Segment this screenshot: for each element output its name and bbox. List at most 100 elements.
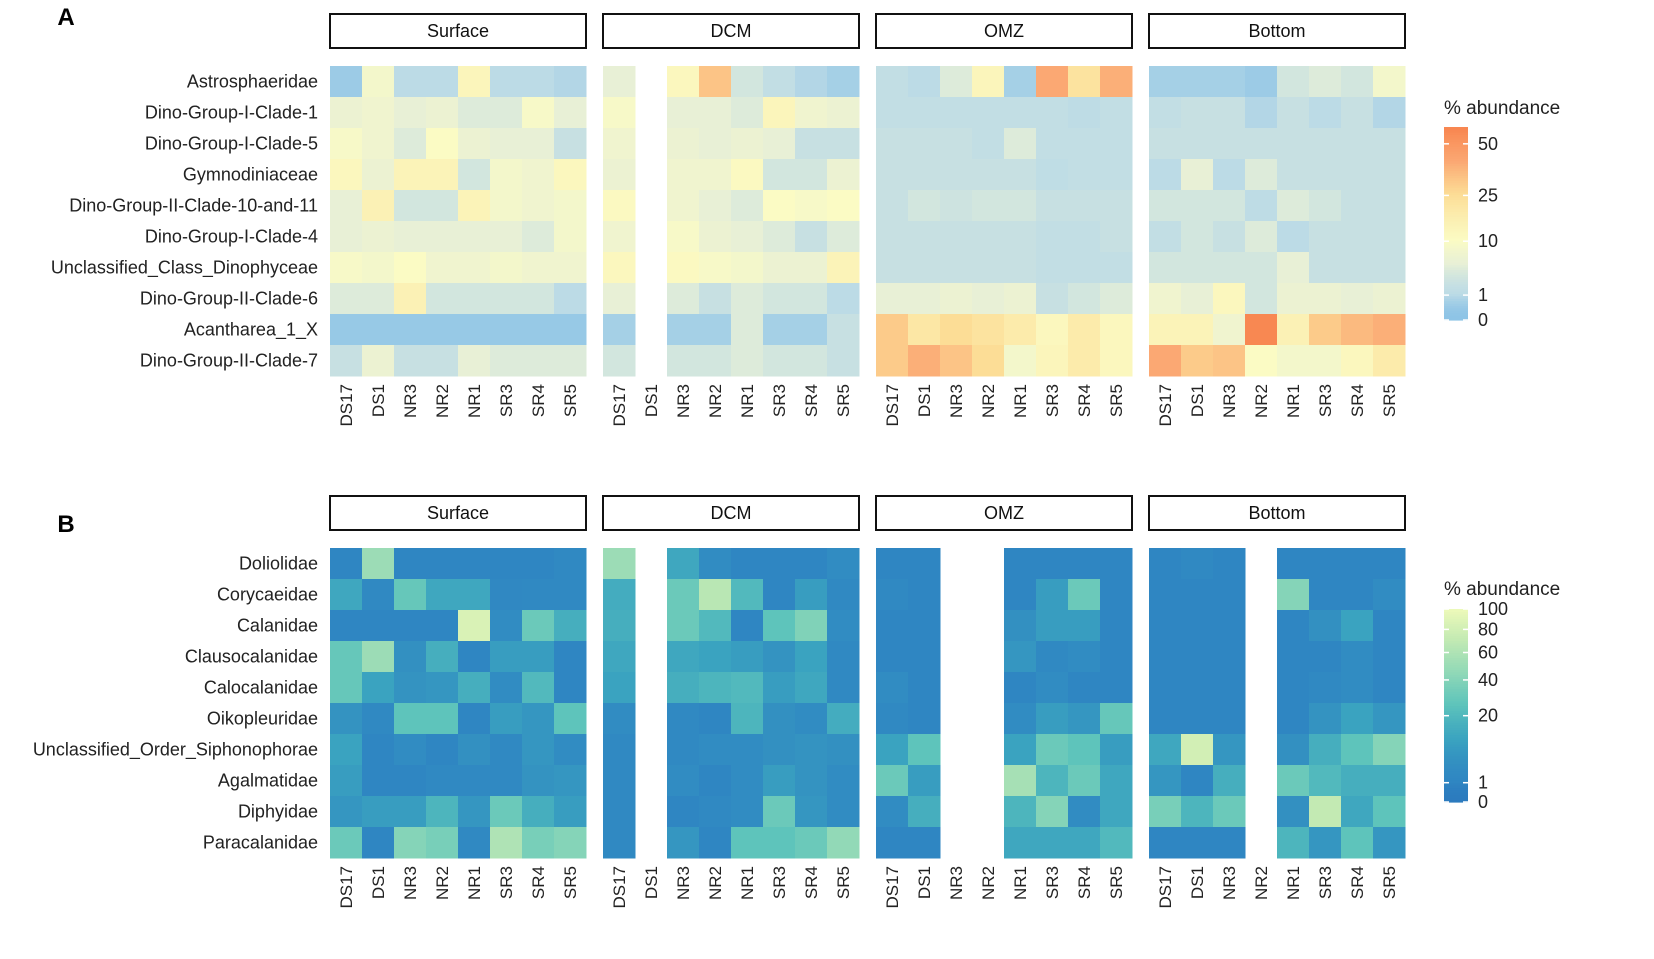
legend-gradient-segment [1444, 744, 1468, 748]
heatmap-cell [426, 159, 459, 191]
heatmap-cell [827, 796, 860, 828]
heatmap-cell [1004, 765, 1037, 797]
heatmap-cell [1068, 190, 1101, 222]
legend-gradient-segment [1444, 286, 1468, 290]
column-label: NR3 [401, 384, 420, 418]
row-label: Dino-Group-I-Clade-4 [145, 227, 318, 247]
heatmap-cell [1213, 283, 1246, 315]
heatmap-cell [1181, 703, 1214, 735]
heatmap-cell [1213, 345, 1246, 377]
heatmap-cell [1309, 190, 1342, 222]
heatmap-cell [490, 314, 523, 346]
heatmap-cell [795, 827, 828, 859]
facet-strip-box [602, 13, 860, 49]
legend-gradient-segment [1444, 175, 1468, 179]
heatmap-cell [1213, 579, 1246, 611]
column-label: SR4 [529, 384, 548, 417]
legend-gradient-segment [1444, 792, 1468, 796]
heatmap-cell [1373, 345, 1406, 377]
heatmap-cell [603, 345, 636, 377]
heatmap-cell [330, 610, 363, 642]
legend-gradient-segment [1444, 683, 1468, 687]
heatmap-cell [1341, 314, 1374, 346]
heatmap-cell [763, 128, 796, 160]
heatmap-cell [1309, 159, 1342, 191]
heatmap-cell [795, 345, 828, 377]
heatmap-cell [1068, 128, 1101, 160]
column-label: NR1 [465, 866, 484, 900]
heatmap-cell [1277, 314, 1310, 346]
heatmap-cell [763, 283, 796, 315]
heatmap-cell [795, 734, 828, 766]
heatmap-cell [763, 796, 796, 828]
legend-gradient-segment [1444, 262, 1468, 266]
heatmap-cell [1181, 610, 1214, 642]
column-label: NR3 [674, 866, 693, 900]
facet-strip-box [1148, 13, 1406, 49]
legend-gradient-segment [1444, 770, 1468, 774]
heatmap-cell [1181, 579, 1214, 611]
heatmap-cell [1245, 283, 1278, 315]
heatmap-cell [795, 579, 828, 611]
heatmap-cell [1068, 827, 1101, 859]
heatmap-cell [458, 703, 491, 735]
heatmap-cell [876, 796, 909, 828]
heatmap-cell [1036, 548, 1069, 580]
heatmap-cell [1277, 190, 1310, 222]
column-label: DS17 [1156, 866, 1175, 909]
heatmap-cell [1309, 579, 1342, 611]
column-label: DS17 [1156, 384, 1175, 427]
heatmap-cell [763, 734, 796, 766]
heatmap-cell [940, 283, 973, 315]
heatmap-cell [1181, 66, 1214, 98]
heatmap-cell [699, 703, 732, 735]
heatmap-cell [795, 66, 828, 98]
heatmap-cell [795, 128, 828, 160]
heatmap-cell [699, 796, 732, 828]
facet-strip-label: Surface [427, 21, 489, 41]
heatmap-cell [667, 314, 700, 346]
heatmap-cell [1100, 796, 1133, 828]
heatmap-cell [827, 314, 860, 346]
heatmap-cell [426, 765, 459, 797]
heatmap-cell [731, 703, 764, 735]
legend-gradient-segment [1444, 691, 1468, 695]
heatmap-cell [1277, 734, 1310, 766]
legend-gradient-segment [1444, 278, 1468, 282]
heatmap-cell [522, 97, 555, 129]
legend-gradient-segment [1444, 165, 1468, 169]
row-label: Calanidae [237, 616, 318, 636]
heatmap-cell [1100, 672, 1133, 704]
legend-gradient-segment [1444, 254, 1468, 258]
legend-gradient-segment [1444, 151, 1468, 155]
heatmap-cell [1100, 128, 1133, 160]
heatmap-cell [554, 796, 587, 828]
heatmap-cell [1036, 579, 1069, 611]
heatmap-cell [490, 345, 523, 377]
legend-gradient-segment [1444, 245, 1468, 249]
heatmap-cell [490, 252, 523, 284]
heatmap-cell [603, 66, 636, 98]
heatmap-cell [1309, 252, 1342, 284]
legend-gradient-segment [1444, 693, 1468, 697]
heatmap-cell [362, 672, 395, 704]
heatmap-cell [763, 641, 796, 673]
heatmap-cell [1341, 345, 1374, 377]
heatmap-cell [1341, 252, 1374, 284]
column-label: DS17 [610, 866, 629, 909]
heatmap-cell [1277, 672, 1310, 704]
legend-gradient-segment [1444, 630, 1468, 634]
heatmap-cell [554, 314, 587, 346]
heatmap-cell [458, 672, 491, 704]
heatmap-cell [699, 345, 732, 377]
heatmap-cell [667, 548, 700, 580]
heatmap-cell [362, 190, 395, 222]
heatmap-cell [603, 283, 636, 315]
heatmap-cell [1373, 66, 1406, 98]
legend-gradient-segment [1444, 163, 1468, 167]
heatmap-cell [1309, 765, 1342, 797]
legend-gradient-segment [1444, 274, 1468, 278]
heatmap-cell [490, 672, 523, 704]
legend-gradient-segment [1444, 633, 1468, 637]
heatmap-cell [699, 827, 732, 859]
